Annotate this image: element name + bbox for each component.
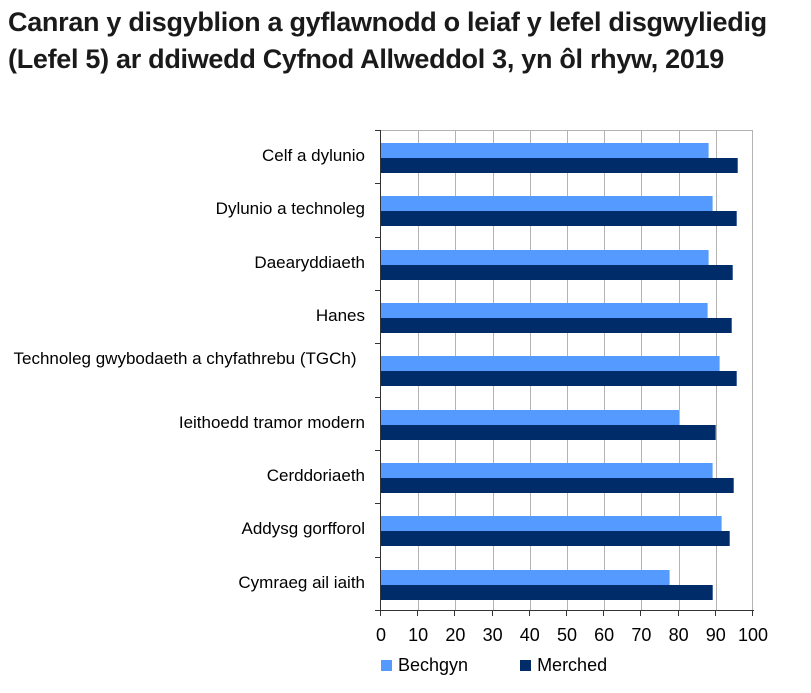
bar-merched bbox=[381, 531, 730, 546]
x-tick-label: 0 bbox=[375, 625, 386, 645]
x-tick-label: 60 bbox=[594, 625, 615, 645]
category-label: Cerddoriaeth bbox=[266, 466, 365, 485]
y-tick bbox=[375, 397, 381, 398]
bar-merched bbox=[381, 158, 738, 173]
y-axis bbox=[380, 130, 381, 611]
category-label: Hanes bbox=[315, 306, 365, 325]
x-tick bbox=[417, 610, 419, 616]
y-tick bbox=[375, 290, 381, 291]
x-tick-label: 40 bbox=[519, 625, 540, 645]
x-tick bbox=[677, 610, 679, 616]
category-label: Ieithoedd tramor modern bbox=[178, 413, 365, 432]
bar-bechgyn bbox=[381, 570, 670, 585]
x-tick bbox=[491, 610, 493, 616]
legend-swatch-merched bbox=[520, 660, 532, 671]
bar-merched bbox=[381, 371, 737, 386]
y-tick bbox=[375, 450, 381, 451]
bar-bechgyn bbox=[381, 250, 709, 265]
bar-bechgyn bbox=[381, 143, 709, 158]
x-tick bbox=[528, 610, 530, 616]
category-label: Addysg gorfforol bbox=[241, 519, 365, 538]
legend: Bechgyn Merched bbox=[381, 655, 607, 676]
legend-label-merched: Merched bbox=[537, 655, 608, 675]
legend-label-bechgyn: Bechgyn bbox=[398, 655, 469, 675]
bar-bechgyn bbox=[381, 303, 708, 318]
category-label: Cymraeg ail iaith bbox=[238, 573, 365, 592]
y-tick bbox=[375, 557, 381, 558]
category-label: Daearyddiaeth bbox=[254, 253, 365, 272]
y-tick bbox=[375, 237, 381, 238]
x-tick-label: 50 bbox=[556, 625, 578, 645]
bar-merched bbox=[381, 265, 733, 280]
bar-merched bbox=[381, 211, 737, 226]
bar-bechgyn bbox=[381, 410, 680, 425]
legend-swatch-bechgyn bbox=[381, 660, 392, 671]
y-tick bbox=[375, 343, 381, 344]
x-tick-label: 90 bbox=[705, 625, 726, 645]
legend-item-merched: Merched bbox=[520, 655, 607, 676]
x-tick bbox=[714, 610, 716, 616]
x-tick-label: 30 bbox=[482, 625, 503, 645]
y-tick bbox=[375, 130, 381, 131]
x-tick bbox=[380, 610, 381, 616]
category-label: Technoleg gwybodaeth a chyfathrebu (TGCh… bbox=[13, 349, 357, 368]
category-label: Celf a dylunio bbox=[261, 146, 365, 165]
x-tick bbox=[566, 610, 567, 616]
bar-merched bbox=[381, 585, 713, 600]
x-tick bbox=[752, 610, 753, 616]
x-tick bbox=[454, 610, 456, 616]
y-tick bbox=[375, 183, 381, 184]
bar-bechgyn bbox=[381, 196, 713, 211]
bar-merched bbox=[381, 318, 732, 333]
x-tick-label: 80 bbox=[668, 625, 689, 645]
x-axis bbox=[380, 610, 754, 611]
bar-bechgyn bbox=[381, 356, 720, 371]
y-tick bbox=[375, 610, 381, 611]
bar-bechgyn bbox=[381, 516, 722, 531]
x-tick bbox=[603, 610, 605, 616]
x-tick-label: 20 bbox=[445, 625, 466, 645]
legend-item-bechgyn: Bechgyn bbox=[381, 655, 468, 676]
bar-bechgyn bbox=[381, 463, 713, 478]
bar-merched bbox=[381, 425, 716, 440]
category-label: Dylunio a technoleg bbox=[215, 199, 365, 218]
x-tick bbox=[640, 610, 642, 616]
chart-title: Canran y disgyblion a gyflawnodd o leiaf… bbox=[8, 7, 767, 74]
bar-merched bbox=[381, 478, 734, 493]
x-tick-label: 70 bbox=[631, 625, 652, 645]
y-tick bbox=[375, 503, 381, 504]
x-tick-label: 100 bbox=[737, 625, 769, 645]
x-tick-label: 10 bbox=[408, 625, 429, 645]
